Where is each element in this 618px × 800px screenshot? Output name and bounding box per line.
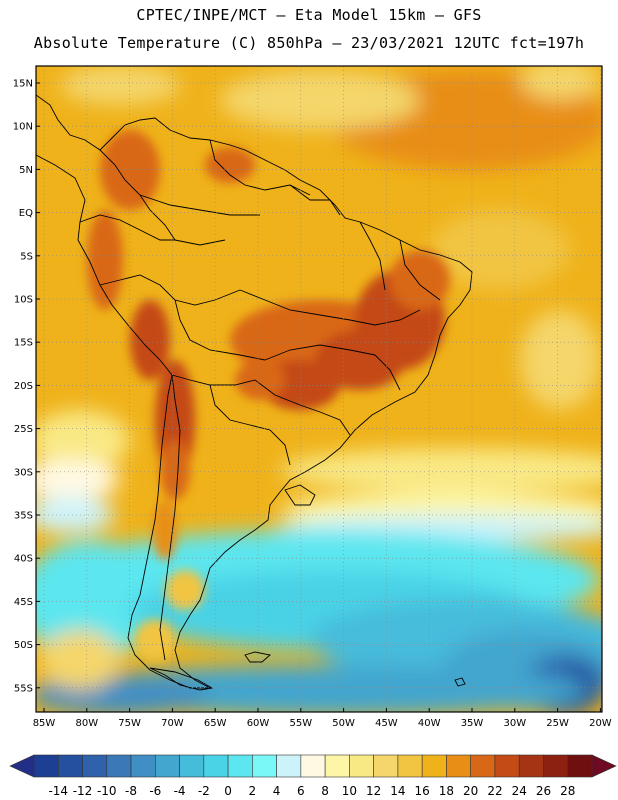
colorbar-label: 4 <box>273 784 281 798</box>
colorbar-swatch <box>543 754 569 778</box>
colorbar-swatch <box>349 754 374 778</box>
colorbar-label: -12 <box>73 784 93 798</box>
colorbar-swatch <box>373 754 399 778</box>
colorbar-label: 18 <box>439 784 454 798</box>
colorbar-swatch <box>276 754 302 778</box>
latitude-label: 15S <box>14 338 33 349</box>
latitude-label: 10S <box>14 295 33 306</box>
colorbar-overflow-arrow <box>591 754 617 778</box>
longitude-label: 80W <box>75 718 98 729</box>
colorbar-label: 10 <box>342 784 357 798</box>
map-title-line1: CPTEC/INPE/MCT – Eta Model 15km – GFS <box>136 6 482 24</box>
colorbar-swatch <box>155 754 180 778</box>
longitude-label: 55W <box>289 718 312 729</box>
longitude-label: 50W <box>332 718 355 729</box>
colorbar-label: 14 <box>390 784 405 798</box>
latitude-label: 50S <box>14 640 33 651</box>
colorbar-label: 22 <box>487 784 502 798</box>
longitude-label: 85W <box>33 718 56 729</box>
colorbar-swatch <box>494 754 520 778</box>
longitude-label: 45W <box>375 718 398 729</box>
colorbar-label: 16 <box>415 784 430 798</box>
colorbar-label: 20 <box>463 784 478 798</box>
colorbar-swatch <box>33 754 59 778</box>
latitude-label: 35S <box>14 511 33 522</box>
longitude-label: 60W <box>247 718 270 729</box>
colorbar-swatch <box>446 754 471 778</box>
latitude-label: 5S <box>20 251 33 262</box>
longitude-label: 75W <box>118 718 141 729</box>
map-title-line2: Absolute Temperature (C) 850hPa – 23/03/… <box>33 34 585 52</box>
colorbar-label: 26 <box>536 784 551 798</box>
temperature-field <box>36 66 602 712</box>
colorbar-swatch <box>130 754 156 778</box>
colorbar-label: -2 <box>198 784 210 798</box>
latitude-label: 25S <box>14 424 33 435</box>
latitude-label: 20S <box>14 381 33 392</box>
latitude-label: 45S <box>14 597 33 608</box>
map-frame <box>35 65 603 713</box>
colorbar-label: -14 <box>48 784 68 798</box>
colorbar-swatch <box>82 754 108 778</box>
latitude-label: 55S <box>14 683 33 694</box>
longitude-label: 65W <box>204 718 227 729</box>
colorbar-label: -6 <box>149 784 161 798</box>
longitude-label: 30W <box>503 718 526 729</box>
colorbar-label: 28 <box>560 784 575 798</box>
colorbar-swatch <box>203 754 229 778</box>
latitude-label: 15N <box>13 79 33 90</box>
colorbar-label: 2 <box>249 784 257 798</box>
colorbar-swatch <box>421 754 447 778</box>
colorbar-swatch <box>252 754 277 778</box>
longitude-label: 20W <box>589 718 612 729</box>
longitude-label: 40W <box>418 718 441 729</box>
colorbar-swatch <box>179 754 205 778</box>
latitude-axis: 15N 10N 5N EQ 5S 10S 15S 20S 25S 30S 35S 40S 45S 50S 5… <box>13 79 40 694</box>
colorbar-label: -4 <box>174 784 186 798</box>
coastlines-borders <box>36 94 473 691</box>
colorbar-swatch <box>324 754 350 778</box>
colorbar: -14 -12 -10 -8 -6 -4 -2 0 2 4 6 8 10 12 14 16 18 20 22 24 26… <box>9 754 617 798</box>
longitude-label: 25W <box>546 718 569 729</box>
colorbar-swatch <box>57 754 83 778</box>
colorbar-label: 8 <box>321 784 329 798</box>
colorbar-swatch <box>470 754 496 778</box>
colorbar-label: 6 <box>297 784 305 798</box>
colorbar-label: -8 <box>125 784 137 798</box>
colorbar-label: -10 <box>97 784 117 798</box>
colorbar-label: 12 <box>366 784 381 798</box>
longitude-axis: 85W 80W 75W 70W 65W 60W 55W 50W 45W 40W 35W 30W 25W 2… <box>33 708 612 729</box>
latitude-label: 5N <box>19 165 33 176</box>
latitude-label: 10N <box>13 122 33 133</box>
colorbar-label: 24 <box>512 784 527 798</box>
longitude-label: 35W <box>461 718 484 729</box>
latitude-label: EQ <box>19 208 33 219</box>
colorbar-label: 0 <box>224 784 232 798</box>
colorbar-swatch <box>518 754 544 778</box>
latitude-label: 40S <box>14 554 33 565</box>
colorbar-swatch <box>397 754 423 778</box>
colorbar-swatch <box>227 754 253 778</box>
longitude-label: 70W <box>161 718 184 729</box>
colorbar-swatch <box>106 754 132 778</box>
latitude-label: 30S <box>14 467 33 478</box>
colorbar-swatch <box>567 754 593 778</box>
colorbar-swatch <box>300 754 326 778</box>
colorbar-underflow-arrow <box>9 754 35 778</box>
